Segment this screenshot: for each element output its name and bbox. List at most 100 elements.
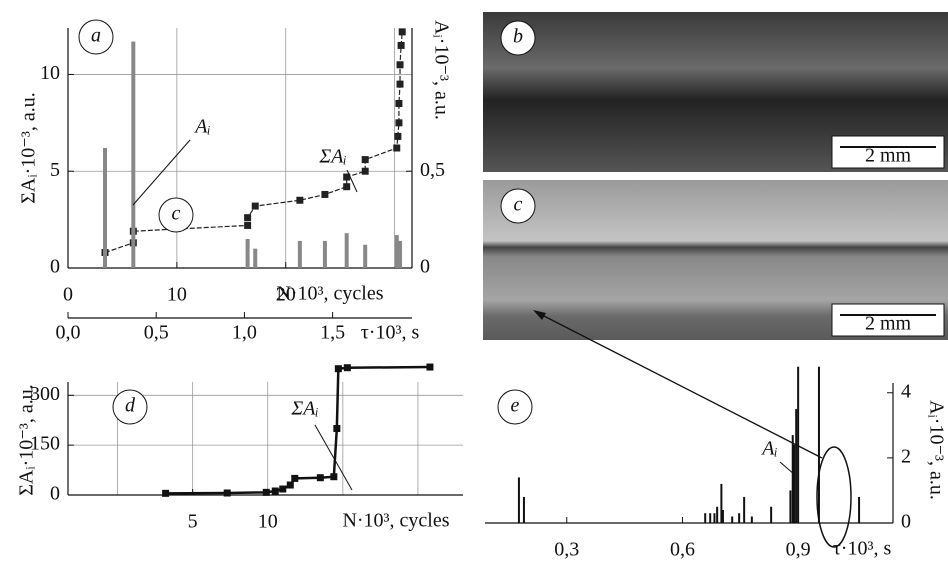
y2-tick-label: 0,5 [420, 159, 445, 181]
x-axis-label: N·10³, cycles [276, 283, 383, 305]
y2-tick-label: 4 [901, 380, 911, 402]
y-tick-label: 300 [30, 383, 60, 405]
bar [797, 366, 800, 523]
x-axis-label: τ·10³, s [833, 538, 892, 560]
x2-axis-label: τ·10³, s [361, 322, 420, 344]
bar [394, 235, 399, 268]
bar [297, 240, 302, 268]
bar [858, 496, 861, 523]
bar [344, 233, 349, 268]
marker [291, 474, 299, 482]
x2-tick-label: 0,5 [144, 322, 169, 344]
marker [396, 80, 404, 88]
marker [330, 473, 338, 481]
marker [343, 364, 351, 372]
marker [361, 167, 369, 175]
y-tick-label: 0 [50, 256, 60, 278]
marker [296, 196, 304, 204]
bar [731, 516, 734, 523]
marker [395, 119, 403, 127]
bar [245, 238, 250, 268]
annotation-circle [158, 197, 194, 233]
x-tick-label: 10 [258, 511, 278, 533]
marker [316, 474, 324, 482]
y-tick-label: 5 [50, 159, 60, 181]
bar [791, 435, 794, 523]
leader-line [132, 139, 191, 206]
y-axis-label: ΣAᵢ·10⁻³, a.u. [16, 384, 38, 495]
marker [244, 214, 252, 222]
marker [334, 365, 342, 373]
annotation: a [91, 25, 101, 47]
photo-label-circle [500, 188, 536, 224]
y2-tick-label: 2 [901, 445, 911, 467]
annotation-circle [78, 19, 114, 55]
marker [343, 183, 351, 191]
marker [395, 99, 403, 107]
leader-line [346, 169, 358, 193]
bar [322, 240, 327, 268]
bar [743, 496, 746, 523]
bar [709, 513, 712, 523]
bar [131, 41, 136, 268]
x-tick-label: 10 [167, 284, 187, 306]
bar [750, 516, 753, 523]
annotation-circle [112, 389, 148, 425]
annotation: ΣAᵢ [318, 146, 346, 168]
y-axis-label: ΣAᵢ·10⁻³, a.u. [18, 92, 40, 203]
bar [770, 506, 773, 523]
marker [286, 481, 294, 489]
bar [363, 244, 368, 268]
x-tick-label: 0,9 [786, 539, 811, 561]
annotation-circle [497, 389, 533, 425]
annotation: ΣAᵢ [290, 398, 318, 420]
y2-axis-label: Aᵢ·10⁻³, a.u. [430, 20, 452, 120]
bar [793, 444, 796, 523]
annotation: d [125, 395, 136, 417]
photo-label: b [513, 26, 523, 48]
marker [223, 489, 231, 497]
x-axis-label: N·10³, cycles [342, 510, 449, 532]
marker [333, 425, 341, 433]
x-tick-label: 0 [63, 284, 73, 306]
marker [397, 41, 405, 49]
bar [795, 409, 798, 523]
y-tick-label: 10 [40, 62, 60, 84]
marker [343, 173, 351, 181]
x2-tick-label: 1,0 [232, 322, 257, 344]
bar [789, 490, 792, 523]
bar [704, 513, 707, 523]
photo-label-circle [500, 20, 536, 56]
scale-bar-label: 2 mm [865, 313, 912, 335]
highlight-ellipse [816, 446, 852, 548]
marker [279, 485, 287, 493]
marker [394, 132, 402, 140]
x-tick-label: 20 [276, 284, 296, 306]
y2-tick-label: 0 [901, 511, 911, 533]
bar [817, 366, 820, 523]
marker [244, 221, 252, 229]
bar [720, 483, 723, 523]
bar [738, 513, 741, 523]
bar [713, 513, 716, 523]
marker [396, 61, 404, 69]
x2-tick-label: 1,5 [320, 322, 345, 344]
annotation: e [511, 395, 520, 417]
y-tick-label: 150 [30, 433, 60, 455]
x-tick-label: 0,3 [554, 539, 579, 561]
bar [721, 509, 724, 523]
marker [271, 487, 279, 495]
marker [361, 156, 369, 164]
x-tick-label: 5 [188, 511, 198, 533]
x-tick-label: 0,6 [670, 539, 695, 561]
photo-label: c [514, 194, 523, 216]
leader-line [314, 424, 353, 491]
marker [321, 190, 329, 198]
marker [393, 144, 401, 152]
marker [162, 489, 170, 497]
annotation: c [172, 203, 181, 225]
bar [522, 496, 525, 523]
scale-bar-box [831, 135, 945, 169]
